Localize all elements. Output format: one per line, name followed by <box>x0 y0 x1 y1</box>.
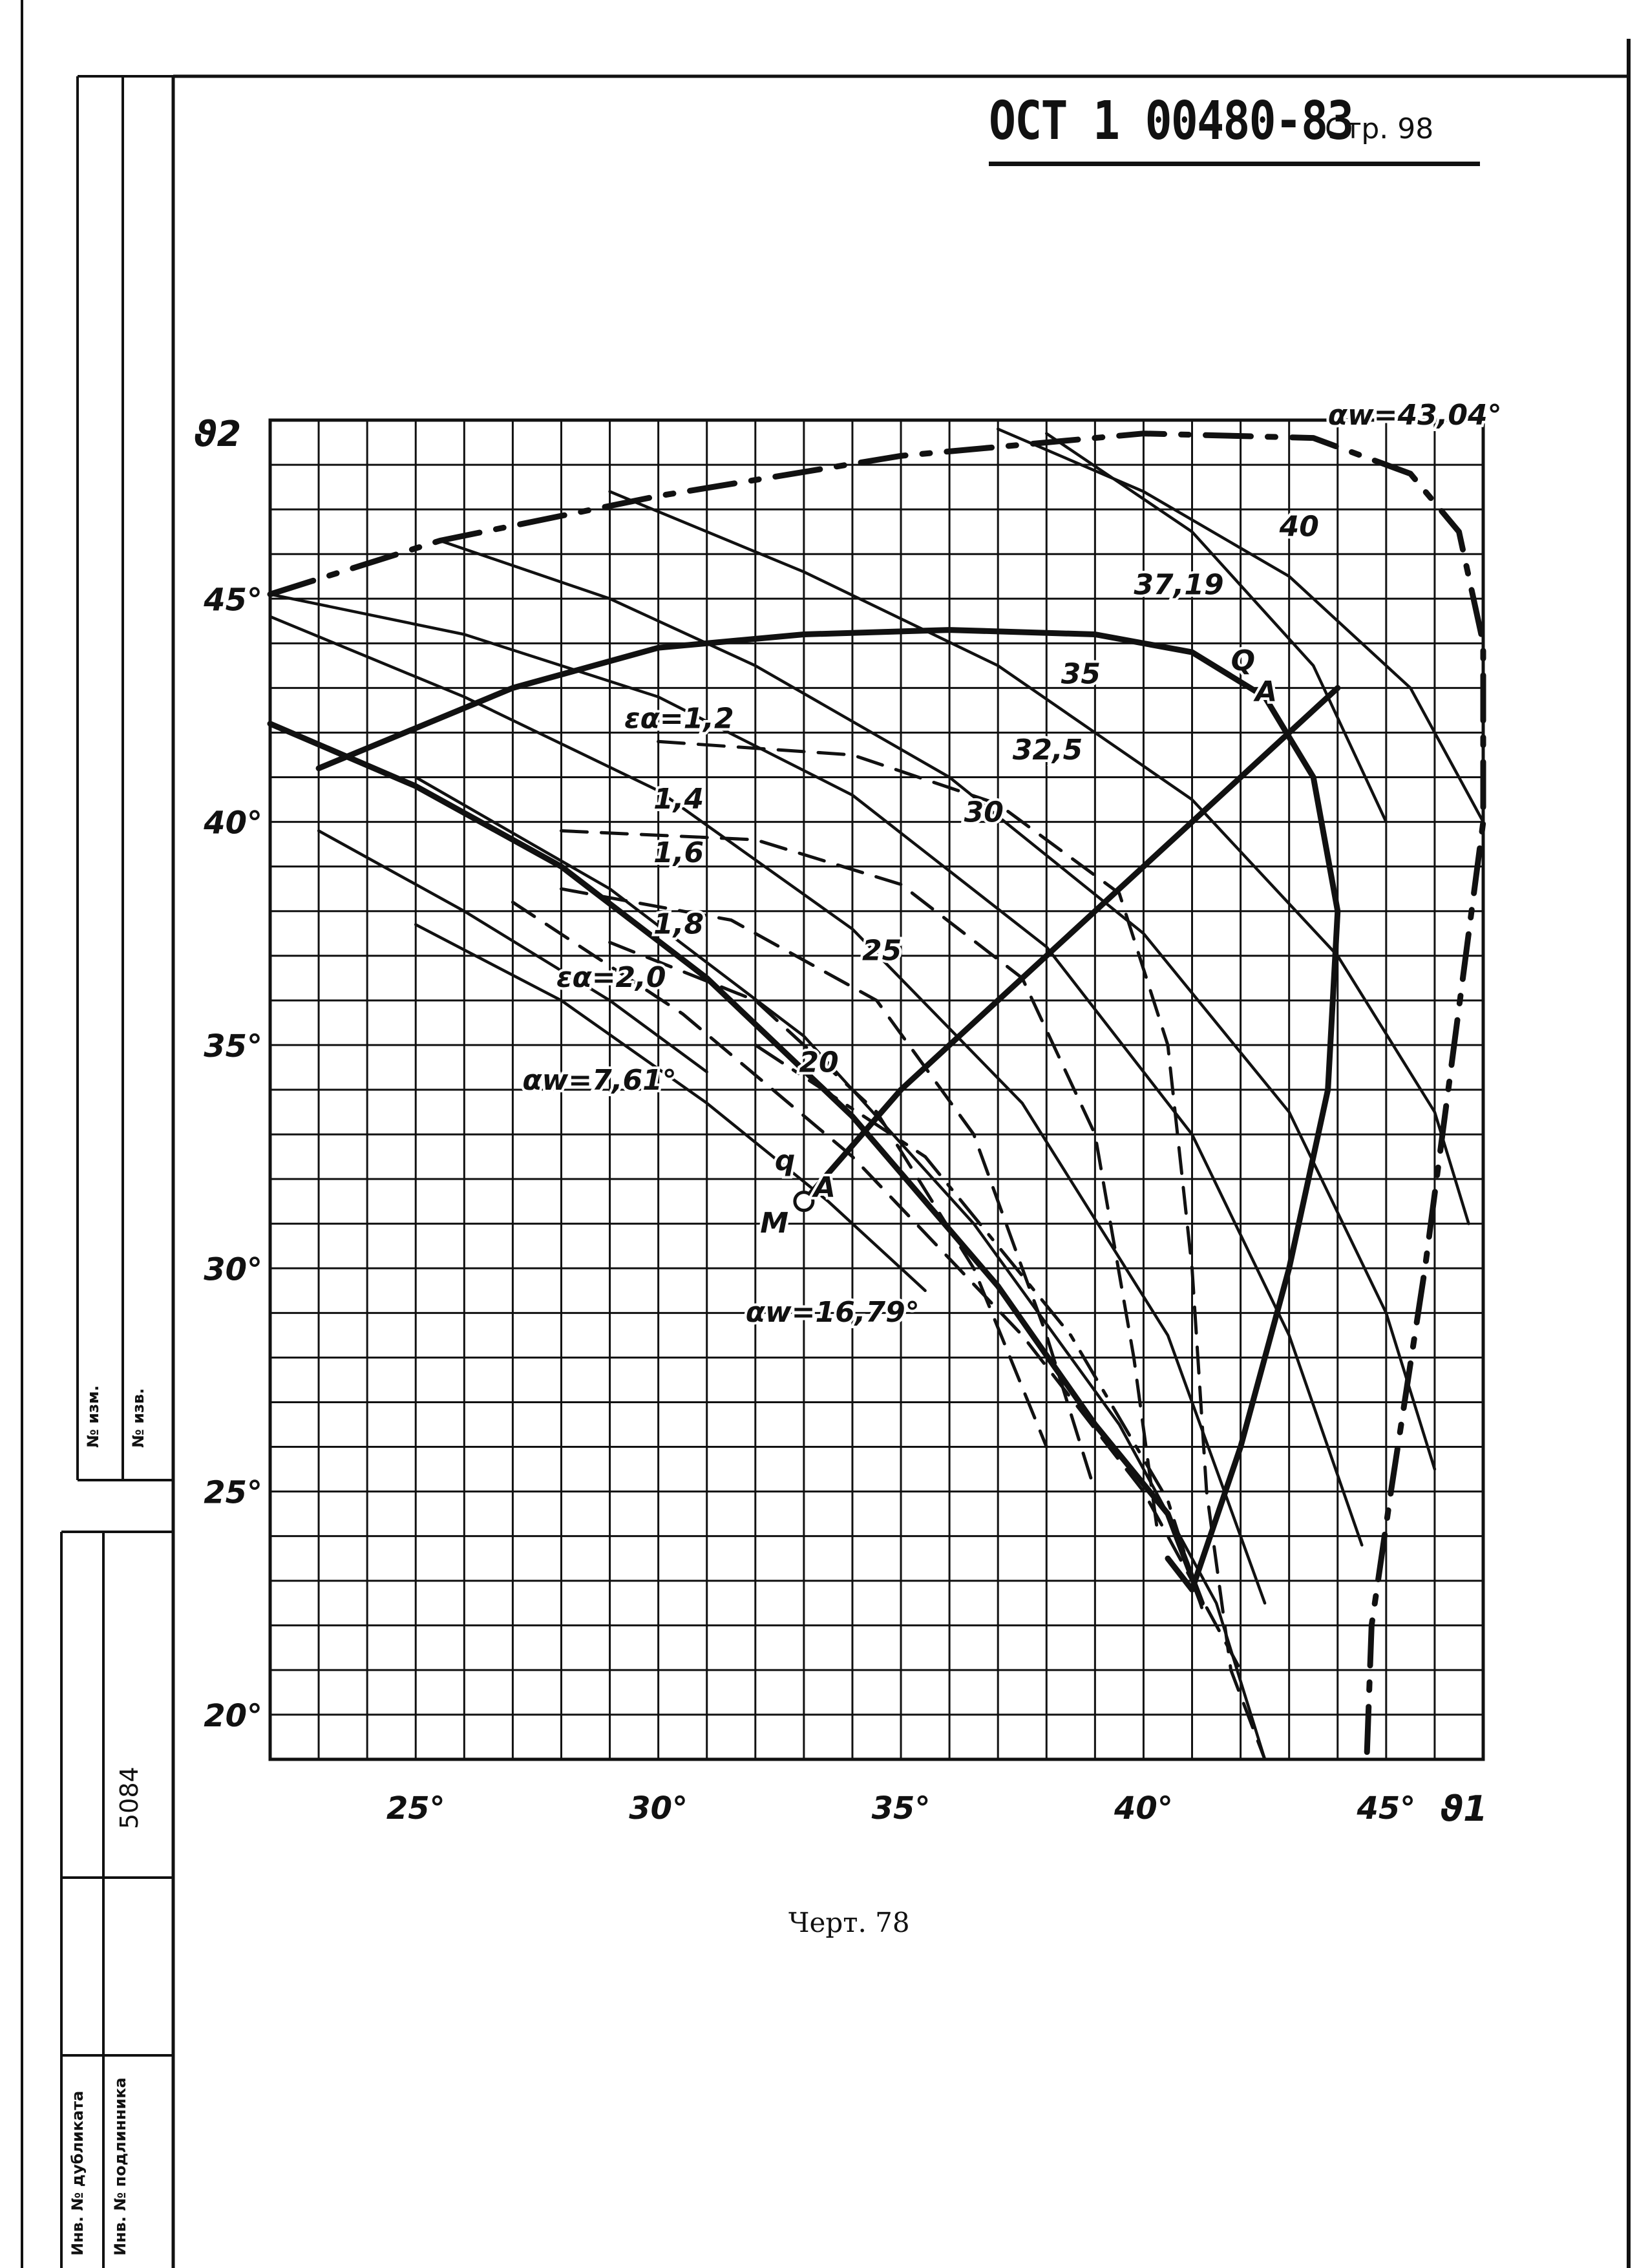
curve-label: 1,6 <box>653 836 704 869</box>
figure-caption: Черт. 78 <box>788 1907 910 1938</box>
series-line <box>996 427 1485 823</box>
series-line <box>801 684 1341 1205</box>
curve-label: 25 <box>862 935 902 968</box>
series-line <box>414 776 1267 1761</box>
curve-label: 35 <box>1061 657 1101 690</box>
series-line <box>315 627 1341 1593</box>
x-axis-title: ϑ1 <box>1440 1788 1487 1829</box>
series-line <box>511 900 1243 1672</box>
curve-label: 1,4 <box>653 783 704 816</box>
x-tick-label: 35° <box>872 1790 931 1827</box>
series-line <box>608 940 1048 1448</box>
document-header: ОСТ 1 00480-83 Стр. 98 <box>989 90 1480 166</box>
series-line <box>267 430 1486 1763</box>
x-tick-label: 45° <box>1356 1790 1415 1827</box>
series-line <box>560 887 1097 1494</box>
x-tick-label: 40° <box>1114 1790 1173 1827</box>
series-line <box>414 923 927 1293</box>
curve-label: 40 <box>1279 511 1319 544</box>
series-line <box>657 739 1267 1761</box>
y-axis-title: ϑ2 <box>194 414 241 454</box>
y-tick-label: 35° <box>204 1028 262 1065</box>
curve-label: 32,5 <box>1013 734 1083 767</box>
marker-point <box>793 1191 815 1213</box>
y-tick-label: 30° <box>204 1251 262 1288</box>
chart-series <box>267 427 1486 1763</box>
y-tick-label: 45° <box>203 582 262 618</box>
curve-label: εα=2,0 <box>556 961 666 994</box>
curve-label: 20 <box>799 1046 838 1079</box>
standard-number: ОСТ 1 00480-83 <box>989 90 1354 152</box>
series-line <box>754 1043 1203 1609</box>
y-tick-label: 25° <box>204 1475 262 1511</box>
series-line <box>317 829 708 1074</box>
curve-label: αw=43,04° <box>1328 399 1502 432</box>
x-tick-label: 25° <box>386 1790 445 1827</box>
curve-label: εα=1,2 <box>624 703 734 736</box>
curve-label: 1,8 <box>653 907 704 940</box>
series-line <box>268 593 1364 1547</box>
series-line <box>1045 432 1388 823</box>
curve-label: q <box>775 1144 796 1177</box>
chart-labels: 25° 30° 35° 40° 45° 20° 25° 30° 35° 40° 45° ϑ1 ϑ2 αw=… <box>194 396 1505 1829</box>
series-line <box>438 539 1437 1471</box>
series-line <box>267 721 1205 1606</box>
chart-grid <box>268 418 1485 1761</box>
curve-label: 37,19 <box>1134 568 1223 601</box>
series-line <box>268 615 1267 1605</box>
page-number: Стр. 98 <box>1325 112 1434 145</box>
curve-label: A <box>812 1171 836 1204</box>
y-tick-label: 20° <box>204 1698 262 1734</box>
series-line <box>560 829 1160 1538</box>
x-tick-label: 30° <box>629 1790 688 1827</box>
curve-label: M <box>760 1207 788 1240</box>
curve-label: Q <box>1231 644 1255 677</box>
y-tick-label: 40° <box>203 805 262 842</box>
curve-label: αw=7,61° <box>522 1064 676 1097</box>
curve-label: αw=16,79° <box>746 1296 920 1329</box>
curve-label: A <box>1253 675 1277 708</box>
series-line <box>608 490 1470 1225</box>
curve-label: 30 <box>964 796 1004 829</box>
